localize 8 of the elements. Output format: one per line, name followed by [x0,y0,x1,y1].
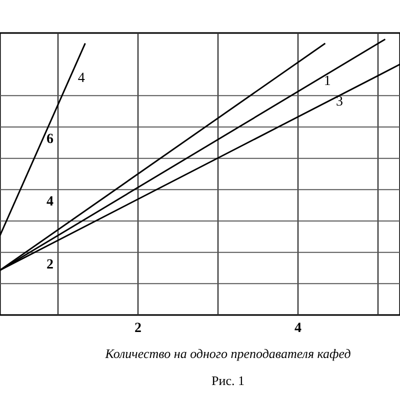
text: Рис. 1 [212,373,244,388]
series-label: 4 [78,70,85,86]
y-tick-label: 6 [46,132,54,147]
y-tick-label: 2 [46,257,54,272]
y-tick-label: 4 [46,194,54,210]
series-label: 3 [336,94,343,110]
series-label: 1 [324,74,331,89]
x-axis-title: Количество на одного преподавателя кафед [104,346,352,361]
